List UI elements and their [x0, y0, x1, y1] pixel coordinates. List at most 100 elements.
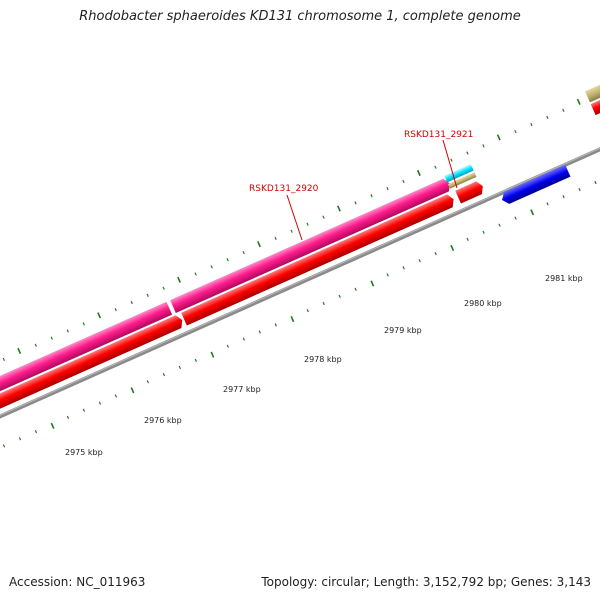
minor-tick	[34, 343, 37, 347]
minor-tick	[18, 437, 22, 441]
misc-feature	[447, 172, 477, 189]
minor-tick	[50, 336, 53, 340]
kbp-label: 2977 kbp	[223, 385, 261, 394]
minor-tick	[82, 408, 86, 412]
map-title: Rhodobacter sphaeroides KD131 chromosome…	[79, 9, 521, 24]
minor-tick	[114, 307, 117, 312]
minor-tick	[210, 265, 213, 269]
minor-tick	[466, 151, 469, 155]
minor-tick	[482, 144, 485, 148]
minor-tick	[194, 272, 197, 276]
minor-tick	[162, 373, 166, 377]
minor-tick	[530, 122, 533, 127]
minor-tick	[226, 344, 229, 348]
minor-tick	[354, 287, 357, 291]
minor-tick	[418, 259, 421, 263]
forward-cds-track	[0, 75, 600, 418]
minor-tick	[34, 429, 38, 434]
inner-tick-ring	[2, 180, 597, 448]
minor-tick	[82, 322, 85, 326]
forward-cds-feature	[170, 178, 450, 313]
minor-tick	[306, 308, 309, 313]
kbp-label: 2976 kbp	[144, 416, 182, 425]
major-tick	[576, 98, 581, 105]
major-tick	[530, 209, 535, 216]
minor-tick	[178, 365, 182, 370]
minor-tick	[226, 258, 229, 262]
minor-tick	[242, 251, 245, 255]
gene-label-leader	[442, 139, 458, 189]
misc-feature	[585, 75, 600, 103]
kbp-label: 2975 kbp	[65, 448, 103, 457]
kbp-label: 2979 kbp	[384, 326, 422, 335]
other-gene-feature	[502, 164, 571, 204]
major-tick	[130, 387, 135, 394]
minor-tick	[578, 187, 581, 192]
major-tick	[416, 169, 421, 177]
kbp-label: 2980 kbp	[464, 299, 502, 308]
minor-tick	[274, 323, 277, 327]
major-tick	[370, 280, 375, 287]
minor-tick	[386, 186, 389, 191]
minor-tick	[402, 266, 405, 270]
gene-label[interactable]: RSKD131_2921	[404, 130, 473, 140]
minor-tick	[66, 415, 70, 419]
major-tick	[336, 205, 341, 212]
minor-tick	[146, 293, 149, 297]
minor-tick	[130, 300, 133, 305]
minor-tick	[114, 394, 118, 398]
gene-label[interactable]: RSKD131_2920	[249, 184, 319, 194]
forward-cds-feature	[0, 301, 173, 418]
minor-tick	[370, 194, 373, 198]
minor-tick	[434, 252, 437, 256]
minor-tick	[546, 202, 549, 206]
minor-tick	[194, 358, 197, 363]
minor-tick	[546, 115, 549, 120]
minor-tick	[514, 216, 517, 220]
minor-tick	[562, 108, 565, 112]
minor-tick	[2, 444, 6, 448]
reverse-cds-feature	[0, 315, 183, 432]
minor-tick	[162, 286, 165, 290]
minor-tick	[66, 329, 69, 333]
minor-tick	[498, 223, 501, 227]
major-tick	[177, 276, 182, 283]
reverse-cds-feature	[455, 181, 483, 204]
major-tick	[257, 241, 261, 248]
major-tick	[496, 134, 501, 141]
kbp-label: 2981 kbp	[545, 274, 583, 283]
major-tick	[97, 312, 102, 319]
minor-tick	[514, 130, 517, 134]
summary-text: Topology: circular; Length: 3,152,792 bp…	[261, 575, 591, 589]
genome-backbone-highlight	[0, 127, 600, 446]
minor-tick	[434, 165, 437, 169]
reverse-cds-feature	[181, 194, 454, 326]
minor-tick	[98, 401, 102, 405]
kbp-label: 2978 kbp	[304, 355, 342, 364]
minor-tick	[274, 236, 277, 241]
minor-tick	[466, 237, 469, 242]
gene-label-leader	[286, 194, 303, 241]
minor-tick	[322, 301, 325, 306]
reverse-cds-track	[0, 87, 600, 432]
minor-tick	[290, 229, 293, 233]
minor-tick	[562, 195, 565, 199]
minor-tick	[146, 380, 150, 384]
major-tick	[17, 347, 22, 355]
minor-tick	[386, 273, 389, 277]
minor-tick	[242, 337, 245, 341]
major-tick	[210, 351, 215, 358]
minor-tick	[338, 294, 341, 298]
minor-tick	[354, 201, 357, 205]
minor-tick	[306, 222, 309, 226]
major-tick	[450, 244, 455, 251]
minor-tick	[482, 230, 485, 234]
minor-tick	[258, 330, 261, 334]
major-tick	[50, 422, 55, 429]
major-tick	[290, 316, 295, 323]
trna-feature	[444, 164, 474, 183]
minor-tick	[2, 357, 5, 362]
minor-tick	[322, 215, 325, 219]
